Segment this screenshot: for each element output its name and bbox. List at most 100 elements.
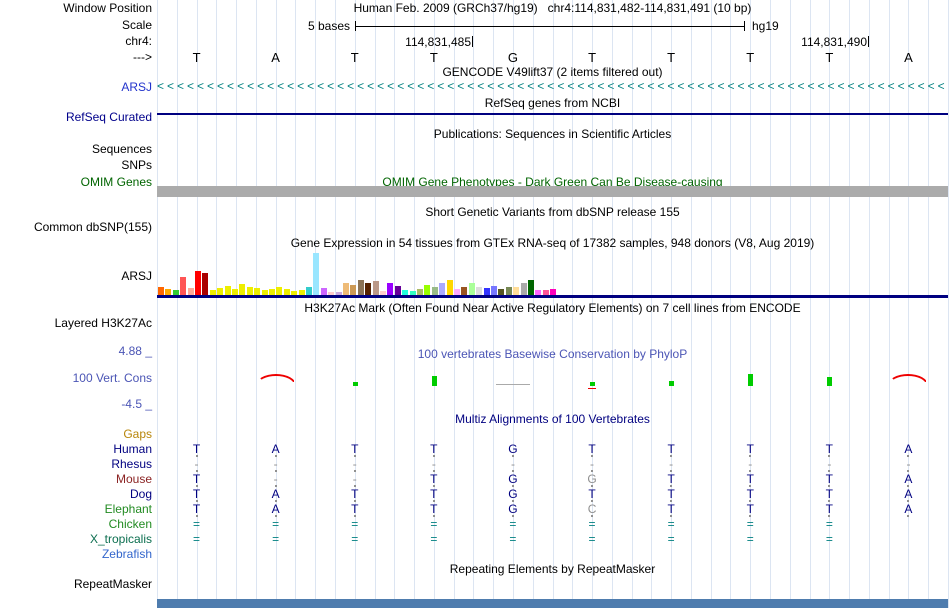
alignment-dot	[274, 455, 277, 457]
alignment-row-label-rhesus[interactable]: Rhesus	[111, 457, 152, 471]
gtex-bar	[380, 291, 386, 295]
alignment-row-label-mouse[interactable]: Mouse	[115, 472, 152, 486]
alignment-cell: G	[508, 442, 518, 456]
alignment-dot	[670, 515, 673, 517]
gtex-bar	[505, 287, 512, 295]
alignment-cell: =	[509, 532, 517, 546]
track-title-phylop[interactable]: 100 vertebrates Basewise Conservation by…	[417, 347, 688, 361]
track-label-omim-genes[interactable]: OMIM Genes	[80, 175, 152, 189]
track-label-layered-h3k27ac[interactable]: Layered H3K27Ac	[54, 316, 152, 330]
grid-line	[611, 0, 613, 608]
track-label-snps[interactable]: SNPs	[121, 158, 152, 172]
grid-line	[532, 0, 534, 608]
track-title-multiz[interactable]: Multiz Alignments of 100 Vertebrates	[455, 412, 650, 426]
gtex-bar	[269, 289, 275, 295]
alignment-cell: =	[351, 532, 359, 546]
grid-line	[473, 0, 475, 608]
gtex-bar	[180, 277, 187, 295]
alignment-row-label-gaps[interactable]: Gaps	[123, 427, 152, 441]
track-title-dbsnp[interactable]: Short Genetic Variants from dbSNP releas…	[425, 205, 680, 219]
alignment-dot	[511, 515, 514, 517]
alignment-dot	[591, 515, 594, 517]
gtex-bar	[320, 288, 327, 295]
track-label-gencode-arsj[interactable]: ARSJ	[121, 80, 152, 94]
base-letter: A	[904, 50, 913, 65]
grid-line	[374, 0, 376, 608]
alignment-cell: -	[906, 457, 911, 471]
alignment-dot	[511, 455, 514, 457]
gtex-bar	[491, 286, 497, 295]
base-letter: T	[746, 50, 755, 65]
alignment-cell: =	[667, 532, 675, 546]
gtex-bar	[195, 271, 201, 295]
alignment-row-label-chicken[interactable]: Chicken	[108, 517, 152, 531]
alignment-cell: T	[192, 442, 201, 456]
track-title-omim[interactable]: OMIM Gene Phenotypes - Dark Green Can Be…	[382, 175, 723, 189]
track-title-gtex[interactable]: Gene Expression in 54 tissues from GTEx …	[290, 236, 815, 250]
track-label-100-vert-cons[interactable]: 100 Vert. Cons	[72, 371, 152, 385]
phylop-positive-bar	[748, 374, 754, 386]
alignment-row-label-dog[interactable]: Dog	[129, 487, 152, 501]
alignment-dot	[432, 500, 435, 502]
grid-line	[295, 0, 297, 608]
alignment-cell: T	[825, 442, 834, 456]
alignment-cell: =	[746, 517, 754, 531]
track-title-h3k27ac[interactable]: H3K27Ac Mark (Often Found Near Active Re…	[304, 301, 801, 315]
window-position-title: Human Feb. 2009 (GRCh37/hg19) chr4:114,8…	[353, 1, 752, 15]
track-title-publications[interactable]: Publications: Sequences in Scientific Ar…	[433, 127, 672, 141]
gtex-bar	[306, 287, 312, 295]
gtex-bar	[291, 291, 298, 295]
gtex-bar	[276, 287, 283, 295]
track-label-refseq-curated[interactable]: RefSeq Curated	[65, 110, 152, 124]
gtex-bar	[246, 287, 253, 295]
chromosome-label: chr4:	[125, 34, 152, 48]
phylop-positive-bar	[590, 382, 596, 386]
track-title-repeatmasker[interactable]: Repeating Elements by RepeatMasker	[449, 562, 656, 576]
alignment-cell: =	[193, 517, 201, 531]
alignment-dot	[591, 455, 594, 457]
alignment-dot	[195, 455, 198, 457]
alignment-cell: -	[352, 472, 357, 486]
gtex-bar	[483, 288, 490, 295]
alignment-dot	[749, 500, 752, 502]
alignment-row-label-zebrafish[interactable]: Zebrafish	[101, 547, 152, 561]
grid-line	[730, 0, 732, 608]
scale-bar	[355, 26, 745, 27]
track-label-sequences[interactable]: Sequences	[91, 142, 152, 156]
grid-line	[908, 0, 910, 608]
phylop-positive-bar	[352, 382, 358, 386]
alignment-dot	[274, 485, 277, 487]
alignment-cell: A	[271, 502, 280, 516]
alignment-row-label-elephant[interactable]: Elephant	[104, 502, 152, 516]
alignment-dot	[511, 470, 514, 472]
gtex-bar	[365, 283, 372, 295]
alignment-cell: -	[669, 457, 674, 471]
gtex-bar	[461, 287, 468, 295]
grid-line	[157, 0, 158, 608]
track-label-repeatmasker[interactable]: RepeatMasker	[73, 577, 152, 591]
track-label-gtex-arsj[interactable]: ARSJ	[121, 269, 152, 283]
track-title-gencode[interactable]: GENCODE V49lift37 (2 items filtered out)	[442, 65, 663, 79]
alignment-cell: T	[430, 442, 438, 456]
alignment-dot	[353, 515, 356, 517]
grid-line	[255, 0, 257, 608]
grid-line	[394, 0, 396, 608]
grid-line	[928, 0, 930, 608]
alignment-dot	[828, 470, 831, 472]
alignment-cell: =	[430, 517, 438, 531]
alignment-dot	[591, 485, 594, 487]
alignment-cell: T	[588, 442, 596, 456]
alignment-cell: -	[431, 457, 436, 471]
grid-line	[789, 0, 791, 608]
alignment-cell: T	[430, 487, 438, 501]
alignment-row-label-x_tropicalis[interactable]: X_tropicalis	[89, 532, 152, 546]
track-title-refseq[interactable]: RefSeq genes from NCBI	[484, 96, 621, 110]
alignment-row-label-human[interactable]: Human	[113, 442, 152, 456]
phylop-min-value: -4.5 _	[121, 397, 152, 411]
grid-line	[770, 0, 772, 608]
grid-line	[868, 0, 870, 608]
alignment-dot	[670, 455, 673, 457]
gtex-bar	[187, 288, 194, 295]
grid-line	[631, 0, 633, 608]
track-label-common-dbsnp[interactable]: Common dbSNP(155)	[33, 220, 152, 234]
